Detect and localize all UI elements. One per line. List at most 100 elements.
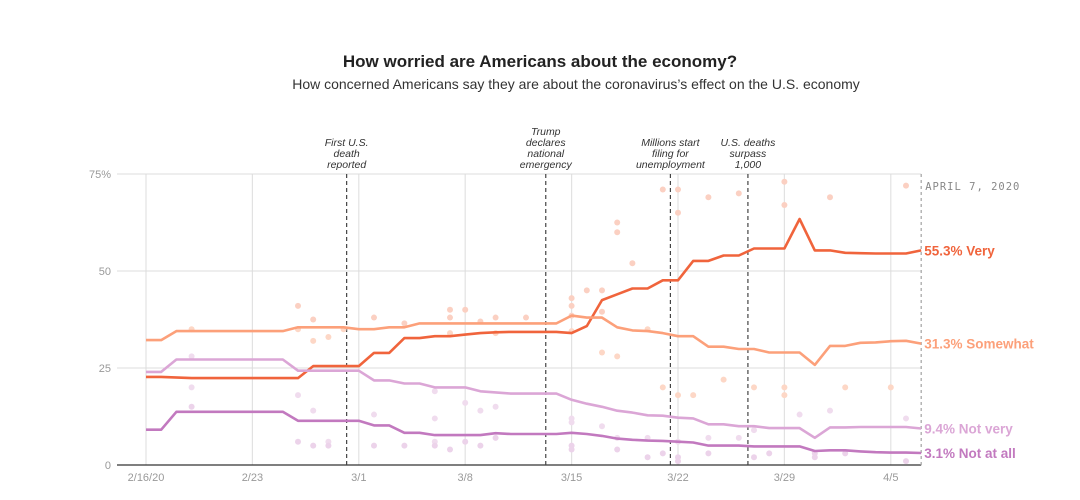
poll-dot [796, 411, 803, 418]
poll-dot [477, 407, 484, 414]
poll-dot [325, 333, 332, 340]
poll-dot [310, 442, 317, 449]
poll-dot [705, 194, 712, 201]
poll-dot [599, 308, 605, 315]
series-end-label: 55.3% Very [924, 243, 995, 258]
series-line-not-very [146, 358, 922, 440]
poll-dot [614, 219, 621, 226]
poll-dot [492, 314, 499, 321]
poll-dot [675, 392, 681, 399]
poll-dot [583, 287, 590, 294]
poll-dot [842, 450, 849, 457]
poll-dot [310, 407, 317, 414]
x-tick-label: 3/1 [351, 472, 366, 484]
poll-dot [827, 407, 833, 414]
x-tick-label: 3/22 [667, 472, 688, 484]
event-annotation-text: Trump [531, 126, 561, 138]
poll-dot [675, 454, 681, 461]
trend-lines [146, 217, 922, 455]
poll-dot [462, 306, 469, 313]
poll-dot [401, 442, 408, 449]
poll-dot [568, 446, 575, 453]
series-line-somewhat [146, 314, 922, 367]
poll-dot [462, 399, 469, 406]
poll-dot [492, 434, 499, 441]
grid [117, 173, 922, 466]
x-tick-label: 2/23 [242, 472, 263, 484]
poll-dot [599, 287, 605, 294]
poll-dot [462, 438, 469, 445]
poll-dot [310, 316, 317, 323]
event-annotation-text: declares [526, 137, 566, 149]
poll-dot [188, 353, 195, 360]
poll-dot [492, 403, 499, 410]
poll-dot [431, 388, 438, 395]
y-tick-label: 0 [105, 460, 111, 472]
poll-dot [887, 384, 894, 391]
poll-dot [371, 411, 377, 418]
poll-dot [659, 186, 666, 193]
y-tick-label: 75% [89, 169, 111, 181]
poll-dot [568, 295, 575, 302]
poll-dot [614, 229, 621, 236]
poll-dot [751, 384, 757, 391]
poll-dot [431, 442, 438, 449]
event-annotation-text: surpass [730, 148, 768, 160]
event-annotation-text: U.S. deaths [720, 137, 776, 149]
poll-dot [903, 182, 909, 189]
poll-dot [659, 384, 666, 391]
poll-dot [629, 260, 636, 267]
series-line-not-at-all [146, 410, 922, 455]
poll-dot [568, 415, 575, 422]
series-end-label: 9.4% Not very [924, 422, 1013, 437]
event-annotation-text: reported [327, 159, 367, 171]
series-end-label: 3.1% Not at all [924, 446, 1016, 461]
x-tick-label: 2/16/20 [128, 472, 165, 484]
poll-dot [371, 442, 377, 449]
poll-dot [903, 415, 909, 422]
event-annotation-text: filing for [652, 148, 689, 160]
poll-dot [690, 392, 697, 399]
poll-dot [431, 415, 438, 422]
poll-dot [751, 427, 757, 434]
y-tick-label: 25 [99, 363, 111, 375]
poll-dot [781, 202, 788, 209]
poll-dot [705, 450, 712, 457]
poll-dot [735, 434, 742, 441]
poll-dot [720, 376, 727, 383]
poll-dot [675, 186, 681, 193]
poll-dot [523, 314, 529, 321]
event-annotation-text: death [333, 148, 359, 160]
poll-dot [599, 423, 605, 430]
series-line-very [146, 217, 922, 380]
end-date-label: APRIL 7, 2020 [925, 181, 1020, 193]
event-annotation-text: emergency [520, 159, 573, 171]
poll-dot [751, 454, 757, 461]
poll-dot [705, 434, 712, 441]
y-tick-label: 50 [99, 266, 111, 278]
poll-dot [371, 314, 377, 321]
poll-dot [401, 320, 408, 327]
event-annotation-text: unemployment [636, 159, 706, 171]
labels: 2/16/20 2/23 3/1 3/8 3/15 3/22 3/29 4/5 0 25 50 75%… [89, 169, 1034, 484]
poll-dot [735, 190, 742, 197]
poll-dot [675, 209, 681, 216]
poll-dot [447, 330, 453, 337]
poll-dot [295, 438, 301, 445]
poll-dot [781, 384, 788, 391]
event-annotation-text: national [527, 148, 564, 160]
poll-dot [295, 302, 301, 309]
poll-dot [614, 353, 621, 360]
poll-dot [447, 446, 453, 453]
series-end-label: 31.3% Somewhat [924, 337, 1034, 352]
poll-dot [568, 302, 575, 309]
poll-dot [188, 403, 195, 410]
poll-dot [477, 442, 484, 449]
poll-dot [842, 384, 849, 391]
poll-dot [781, 392, 788, 399]
x-tick-label: 3/15 [561, 472, 582, 484]
poll-dot [659, 450, 666, 457]
poll-dot [295, 392, 301, 399]
